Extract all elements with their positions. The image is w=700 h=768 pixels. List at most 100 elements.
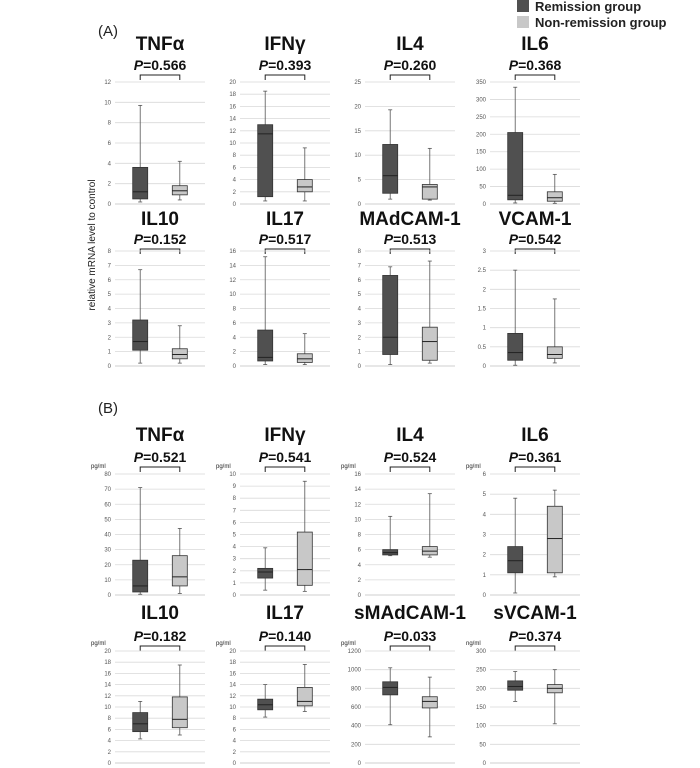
tick-label: 6 <box>108 278 112 284</box>
tick-label: 6 <box>233 165 237 171</box>
tick-label: 300 <box>476 97 487 103</box>
tick-label: 6 <box>233 520 237 526</box>
iqr-box <box>546 505 563 574</box>
tick-label: 4 <box>483 512 487 518</box>
p-value: =0.033 <box>393 628 436 644</box>
significance-bracket <box>389 645 431 651</box>
p-symbol: P <box>509 231 519 247</box>
box-non-remission <box>546 298 563 364</box>
iqr-box <box>132 712 149 733</box>
tick-label: 3 <box>233 557 237 563</box>
tick-label: 5 <box>358 292 362 298</box>
tick-label: 0 <box>483 761 487 767</box>
tick-label: 2.5 <box>478 268 487 274</box>
significance-bracket <box>264 248 306 254</box>
significance-bracket <box>389 248 431 254</box>
tick-label: 2 <box>108 750 112 756</box>
p-value-label: P=0.152 <box>134 231 187 247</box>
tick-label: 0 <box>358 202 362 208</box>
panel-label-a: (A) <box>98 23 118 40</box>
tick-label: 5 <box>108 292 112 298</box>
iqr-box <box>507 132 524 201</box>
tick-label: 7 <box>233 508 237 514</box>
tick-label: 4 <box>358 307 362 313</box>
p-value: =0.374 <box>518 628 561 644</box>
box-remission <box>257 256 274 365</box>
tick-label: 4 <box>233 545 237 551</box>
chart-15: sMAdCAM-1 P=0.033 pg/ml 0 200 400 600 800 1000 12… <box>341 603 466 767</box>
tick-label: 250 <box>476 115 487 121</box>
tick-label: 4 <box>233 335 237 341</box>
box-non-remission <box>421 260 438 364</box>
p-symbol: P <box>384 231 394 247</box>
significance-bracket <box>514 248 556 254</box>
legend-swatch-remission <box>517 0 529 12</box>
p-value: =0.541 <box>268 449 311 465</box>
chart-14: IL17 P=0.140 pg/ml 0 2 4 6 8 10 12 14 16 18 20 <box>216 603 330 767</box>
tick-label: 4 <box>358 563 362 569</box>
unit-label: pg/ml <box>341 641 356 647</box>
tick-label: 2 <box>108 335 112 341</box>
tick-label: 8 <box>358 249 362 255</box>
tick-label: 8 <box>233 307 237 313</box>
tick-label: 20 <box>104 563 111 569</box>
iqr-box <box>257 567 274 579</box>
tick-label: 16 <box>229 671 236 677</box>
tick-label: 0 <box>233 593 237 599</box>
tick-label: 16 <box>354 472 361 478</box>
tick-label: 15 <box>354 129 361 135</box>
tick-label: 5 <box>358 178 362 184</box>
tick-label: 3 <box>483 533 487 539</box>
chart-16: sVCAM-1 P=0.374 ng/ml 0 50 100 150 200 250 300 <box>466 603 580 767</box>
tick-label: 16 <box>229 249 236 255</box>
tick-label: 0 <box>358 593 362 599</box>
box-remission <box>257 90 274 202</box>
tick-label: 8 <box>233 153 237 159</box>
box-non-remission <box>421 676 438 738</box>
iqr-box <box>171 555 188 587</box>
box-remission <box>132 487 149 595</box>
tick-label: 0 <box>483 202 487 208</box>
tick-label: 2 <box>233 350 237 356</box>
tick-label: 200 <box>476 686 487 692</box>
p-value-label: P=0.033 <box>384 628 437 644</box>
panel-label-b: (B) <box>98 400 118 417</box>
tick-label: 2 <box>233 569 237 575</box>
tick-label: 3 <box>483 249 487 255</box>
chart-title: IL10 <box>141 603 179 624</box>
p-value-label: P=0.393 <box>259 57 312 73</box>
tick-label: 25 <box>354 80 361 86</box>
box-non-remission <box>546 669 563 725</box>
significance-bracket <box>139 466 181 472</box>
tick-label: 0 <box>108 202 112 208</box>
box-remission <box>132 701 149 740</box>
iqr-box <box>382 144 399 194</box>
tick-label: 1.5 <box>478 307 487 313</box>
iqr-box <box>546 191 563 202</box>
tick-label: 200 <box>351 742 362 748</box>
significance-bracket <box>139 74 181 80</box>
p-value-label: P=0.542 <box>509 231 562 247</box>
significance-bracket <box>139 645 181 651</box>
box-remission <box>382 109 399 200</box>
tick-label: 30 <box>104 548 111 554</box>
p-value: =0.566 <box>143 57 186 73</box>
p-symbol: P <box>134 449 144 465</box>
tick-label: 10 <box>354 517 361 523</box>
tick-label: 20 <box>229 80 236 86</box>
p-value-label: P=0.517 <box>259 231 312 247</box>
iqr-box <box>507 546 524 574</box>
chart-title: IL17 <box>266 209 304 230</box>
p-value: =0.513 <box>393 231 436 247</box>
p-value-label: P=0.182 <box>134 628 187 644</box>
chart-13: IL10 P=0.182 pg/ml 0 2 4 6 8 10 12 14 16 18 20 <box>91 603 205 767</box>
tick-label: 2 <box>233 750 237 756</box>
tick-label: 3 <box>358 321 362 327</box>
p-symbol: P <box>509 628 519 644</box>
box-non-remission <box>296 147 313 202</box>
tick-label: 2 <box>358 578 362 584</box>
tick-label: 200 <box>476 132 487 138</box>
chart-title: IL17 <box>266 603 304 624</box>
legend: Remission group Non-remission group <box>517 0 667 30</box>
p-symbol: P <box>259 449 269 465</box>
